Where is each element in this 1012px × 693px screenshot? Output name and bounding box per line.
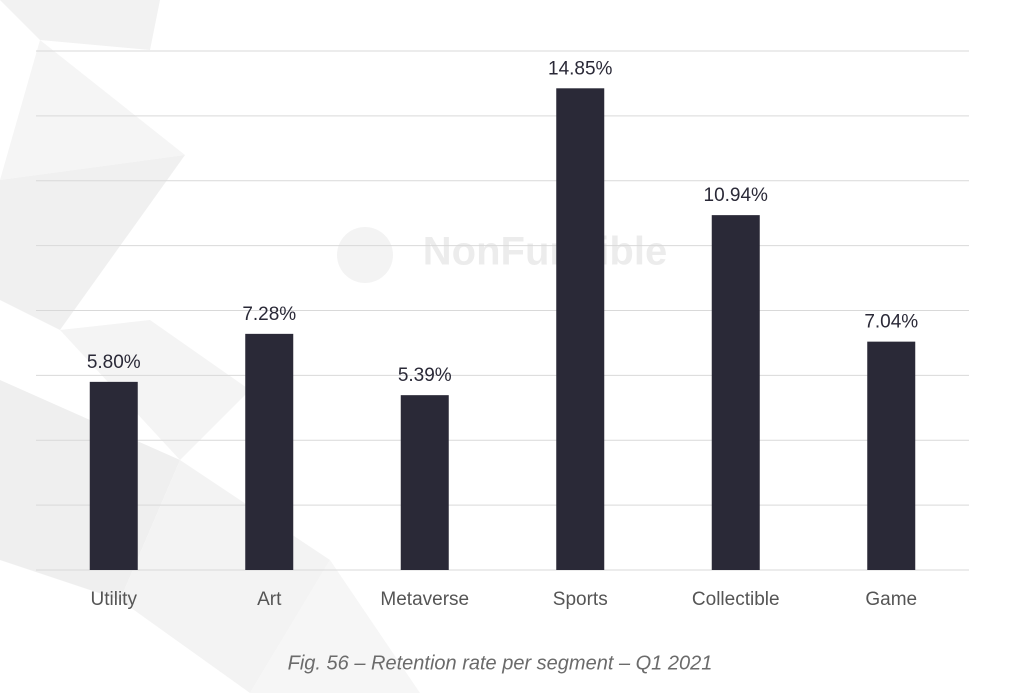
bar: [400, 395, 449, 570]
watermark: NonFungible: [423, 230, 667, 274]
bar: [711, 215, 760, 571]
x-tick-label: Metaverse: [380, 589, 469, 610]
x-tick-label: Utility: [91, 589, 138, 610]
x-tick-label: Sports: [553, 589, 608, 610]
value-label: 5.39%: [398, 365, 452, 386]
bar: [245, 333, 294, 570]
x-tick-label: Collectible: [692, 589, 780, 610]
bar: [867, 341, 916, 570]
bar: [556, 88, 605, 570]
value-label: 10.94%: [704, 185, 769, 206]
watermark-logo: [337, 227, 393, 283]
bar: [89, 381, 138, 570]
value-label: 7.28%: [242, 304, 296, 325]
value-label: 5.80%: [87, 352, 141, 373]
value-label: 7.04%: [864, 312, 918, 333]
background-shapes: [0, 0, 420, 693]
x-tick-label: Art: [257, 589, 282, 610]
chart-caption: Fig. 56 – Retention rate per segment – Q…: [288, 652, 713, 674]
x-tick-label: Game: [865, 589, 917, 610]
value-label: 14.85%: [548, 58, 613, 79]
